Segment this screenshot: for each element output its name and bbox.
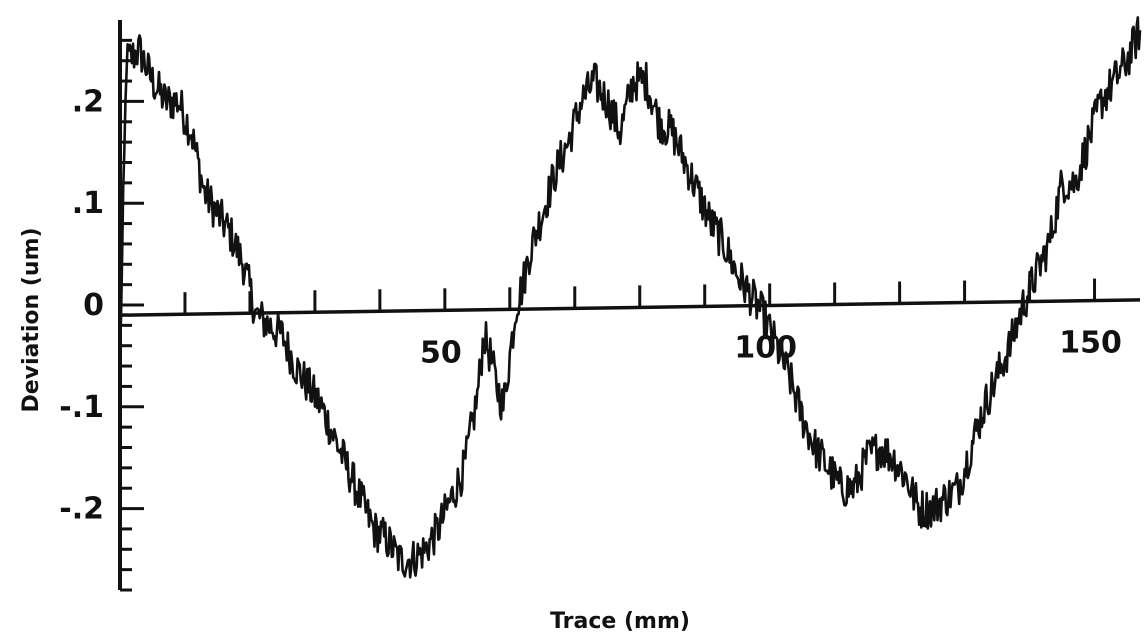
y-tick-label: -.2 <box>59 492 104 527</box>
y-axis-title: Deviation (um) <box>19 227 44 412</box>
x-tick-label: 100 <box>734 330 797 365</box>
axes <box>118 20 144 592</box>
y-tick-label: .1 <box>72 186 104 221</box>
y-tick-label: .2 <box>72 84 104 119</box>
data-series-line <box>118 16 1142 579</box>
x-tick-label: 50 <box>420 335 462 370</box>
plot-area <box>118 16 1142 579</box>
reference-line <box>119 298 1141 317</box>
labels: .2 .1 0 -.1 -.2 50 100 150 Trace (mm) Deviation (… <box>19 84 1122 634</box>
x-axis-title: Trace (mm) <box>550 609 690 634</box>
y-tick-label: -.1 <box>59 390 104 425</box>
reference-line-group <box>119 278 1141 317</box>
x-tick-label: 150 <box>1059 326 1122 361</box>
y-tick-label: 0 <box>83 288 104 323</box>
